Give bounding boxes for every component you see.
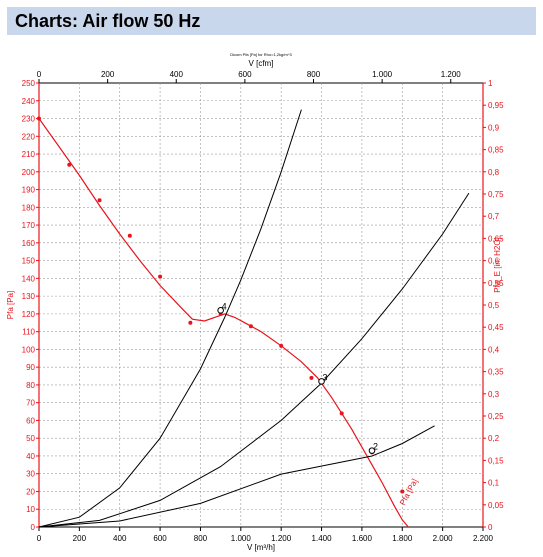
x-tick-label: 800 <box>194 534 208 543</box>
y-tick-label: 110 <box>22 328 35 337</box>
y-tick-label: 140 <box>22 274 36 283</box>
measured-point <box>97 198 102 203</box>
y-tick-label: 40 <box>26 452 35 461</box>
y-tick-label: 50 <box>26 434 35 443</box>
x-tick-label: 1.800 <box>392 534 413 543</box>
x-top-tick-label: 800 <box>307 70 321 79</box>
y-right-tick-label: 0,75 <box>488 190 504 199</box>
y-tick-label: 90 <box>26 363 35 372</box>
operating-point-label: 4 <box>222 301 227 311</box>
x-top-tick-label: 600 <box>238 70 252 79</box>
y-tick-label: 70 <box>26 399 35 408</box>
measured-point <box>248 324 253 329</box>
y-tick-label: 130 <box>22 292 36 301</box>
y-right-tick-label: 0,95 <box>488 101 504 110</box>
y-right-tick-label: 0,25 <box>488 412 504 421</box>
operating-point-marker <box>318 378 325 385</box>
y-right-tick-label: 0,6 <box>488 257 500 266</box>
y-tick-label: 170 <box>22 221 36 230</box>
measured-point <box>309 375 314 380</box>
x-top-tick-label: 400 <box>170 70 184 79</box>
y-right-tick-label: 0,4 <box>488 345 500 354</box>
system-curve-line <box>38 425 435 528</box>
y-axis-label-right: Pfa_E [in. H2O] <box>493 237 502 293</box>
page-title-bar: Charts: Air flow 50 Hz <box>7 7 536 35</box>
y-tick-label: 150 <box>22 257 36 266</box>
measured-point <box>37 116 41 121</box>
measured-point <box>400 489 405 494</box>
y-right-tick-label: 0,7 <box>488 212 500 221</box>
x-top-tick-label: 0 <box>37 70 42 79</box>
y-axis-label-left: Pfa [Pa] <box>6 291 15 319</box>
x-top-tick-label: 1.000 <box>372 70 393 79</box>
x-tick-label: 0 <box>37 534 42 543</box>
x-tick-label: 1.000 <box>231 534 252 543</box>
y-right-tick-label: 0,45 <box>488 323 504 332</box>
y-right-tick-label: 0,55 <box>488 279 504 288</box>
x-top-tick-label: 1.200 <box>441 70 462 79</box>
y-right-tick-label: 0,05 <box>488 501 504 510</box>
measured-point <box>127 233 132 238</box>
system-curve-line <box>38 192 470 528</box>
y-right-tick-label: 0,65 <box>488 234 504 243</box>
operating-point-label: 2 <box>373 442 378 452</box>
page-title: Charts: Air flow 50 Hz <box>15 11 201 31</box>
operating-point-marker <box>368 447 376 454</box>
y-tick-label: 250 <box>22 79 36 88</box>
y-tick-label: 120 <box>22 310 36 319</box>
operating-point-label: 3 <box>323 372 328 382</box>
measured-point <box>339 411 344 416</box>
measured-point <box>158 274 163 279</box>
y-right-tick-label: 0,3 <box>488 390 500 399</box>
x-top-tick-label: 200 <box>101 70 115 79</box>
y-right-tick-label: 0,2 <box>488 434 500 443</box>
x-tick-label: 1.600 <box>352 534 373 543</box>
y-tick-label: 200 <box>22 168 36 177</box>
y-right-tick-label: 0,5 <box>488 301 500 310</box>
fan-curve-chart: 0 200 400 600 800 1.000 1.200 1.400 1.600 1.800 2.… <box>6 52 504 552</box>
operating-point-marker <box>217 307 224 314</box>
y-right-tick-label: 0,1 <box>488 479 500 488</box>
x-tick-label: 2.000 <box>433 534 454 543</box>
y-right-tick-label: 1 <box>488 79 493 88</box>
x-tick-label: 600 <box>153 534 167 543</box>
y-tick-label: 230 <box>22 115 36 124</box>
y-right-tick-label: 0 <box>488 523 493 532</box>
x-axis-label: V [m³/h] <box>247 543 275 552</box>
measured-point <box>279 343 284 348</box>
x-tick-label: 400 <box>113 534 127 543</box>
y-tick-label: 0 <box>31 523 36 532</box>
y-tick-label: 100 <box>22 345 36 354</box>
y-tick-label: 190 <box>22 186 36 195</box>
x-tick-label: 2.200 <box>473 534 494 543</box>
y-right-tick-label: 0,85 <box>488 146 504 155</box>
chart-title: Dicom Pfa [Pa] for Rho=1,2kg/m^3 <box>230 52 292 57</box>
y-tick-label: 160 <box>22 239 36 248</box>
y-right-tick-label: 0,15 <box>488 456 504 465</box>
plot-area <box>38 82 484 528</box>
y-right-tick-label: 0,9 <box>488 123 500 132</box>
y-tick-label: 10 <box>26 505 35 514</box>
x-tick-label: 200 <box>73 534 87 543</box>
measured-point <box>67 162 72 167</box>
system-curve-line <box>38 109 302 528</box>
measured-point <box>188 320 193 325</box>
x-tick-label: 1.400 <box>312 534 333 543</box>
y-tick-label: 80 <box>26 381 35 390</box>
y-tick-label: 220 <box>22 132 36 141</box>
y-tick-label: 30 <box>26 470 35 479</box>
y-tick-label: 210 <box>22 150 36 159</box>
y-tick-label: 180 <box>22 203 36 212</box>
y-tick-label: 20 <box>26 487 35 496</box>
pressure-curve-line <box>38 118 409 528</box>
x-tick-label: 1.200 <box>271 534 292 543</box>
y-tick-label: 240 <box>22 97 36 106</box>
y-right-tick-label: 0,8 <box>488 168 500 177</box>
x-top-axis-label: V [cfm] <box>249 59 274 68</box>
y-tick-label: 60 <box>26 416 35 425</box>
y-right-tick-label: 0,35 <box>488 368 504 377</box>
